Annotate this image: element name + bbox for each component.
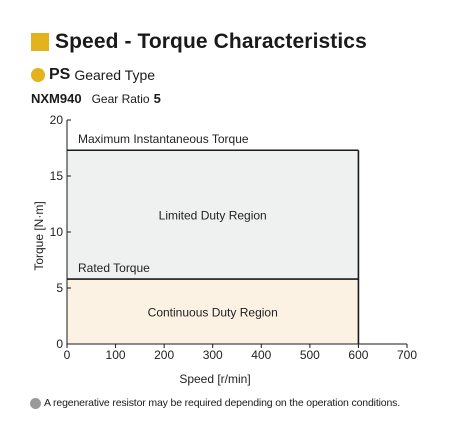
x-tick-label: 200 (154, 348, 174, 362)
x-tick-label: 400 (251, 348, 271, 362)
series-label: Rated Torque (78, 261, 150, 275)
circle-bullet-icon (31, 68, 45, 82)
regions-layer (67, 150, 359, 344)
x-tick-label: 500 (300, 348, 320, 362)
gear-ratio-value: 5 (153, 91, 161, 106)
title-row: Speed - Torque Characteristics (31, 29, 367, 55)
footnote: A regenerative resistor may be required … (30, 396, 400, 410)
x-tick-label: 600 (348, 348, 368, 362)
labels-layer: Limited Duty Region Continuous Duty Regio… (32, 113, 417, 386)
footnote-text: A regenerative resistor may be required … (44, 397, 401, 409)
subtitle-row: PS Geared Type (31, 65, 155, 85)
model-row: NXM940 Gear Ratio 5 (31, 91, 161, 109)
y-tick-label: 5 (56, 281, 63, 295)
square-bullet-icon (31, 33, 49, 51)
x-tick-label: 700 (397, 348, 417, 362)
note-bullet-icon (30, 397, 41, 409)
y-tick-label: 15 (50, 169, 64, 183)
x-tick-label: 100 (106, 348, 126, 362)
y-tick-label: 20 (50, 113, 64, 127)
gear-ratio-label: Gear Ratio (91, 92, 150, 106)
x-tick-label: 300 (203, 348, 223, 362)
x-tick-label: 0 (64, 348, 71, 362)
series-label: Maximum Instantaneous Torque (78, 132, 249, 146)
axes-layer (66, 119, 408, 348)
page-title: Speed - Torque Characteristics (55, 30, 367, 53)
type-label: Geared Type (74, 67, 156, 83)
y-tick-label: 0 (56, 337, 63, 351)
y-tick-label: 10 (50, 225, 64, 239)
region-label: Limited Duty Region (159, 209, 267, 223)
region-continuous-duty-region (67, 279, 359, 344)
region-limited-duty-region (67, 150, 359, 280)
region-label: Continuous Duty Region (148, 306, 278, 320)
model-name: NXM940 (31, 91, 82, 106)
x-axis-title: Speed [r/min] (179, 372, 250, 386)
type-code: PS (49, 66, 71, 83)
y-axis-title: Torque [N·m] (32, 201, 46, 270)
